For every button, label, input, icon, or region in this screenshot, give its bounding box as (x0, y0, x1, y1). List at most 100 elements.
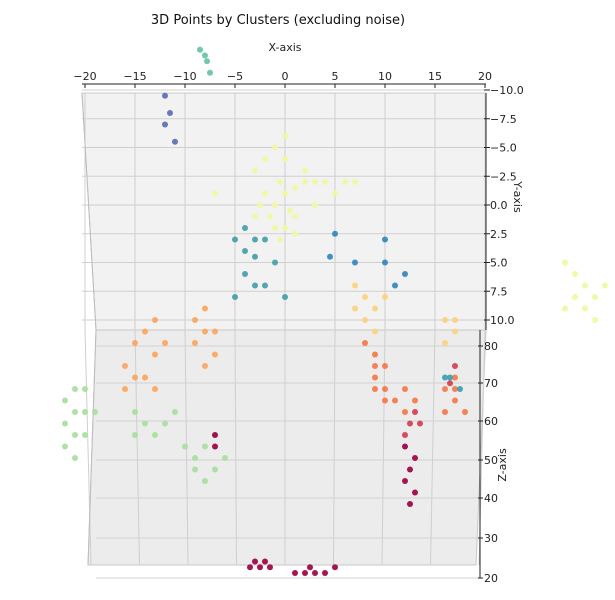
data-point-light-yellow-center (322, 179, 328, 185)
data-point-teal-mid (252, 253, 258, 260)
y-tick-label: 5.0 (490, 257, 508, 270)
data-point-teal-mid (242, 225, 248, 231)
grid-line-x-lower (234, 329, 237, 566)
y-tick-label: −2.5 (490, 170, 517, 183)
pane-edge-left-lower (87, 329, 97, 566)
data-point-light-green-mid (202, 478, 208, 484)
data-point-light-yellow-center (282, 190, 288, 197)
data-point-light-orange (372, 305, 378, 312)
data-point-crimson (307, 564, 313, 571)
data-point-teal-top (204, 58, 210, 65)
data-point-light-yellow-center (302, 167, 308, 174)
x-tick-label: 20 (478, 70, 492, 83)
data-point-light-orange (362, 294, 368, 300)
data-point-light-green-mid (142, 420, 148, 427)
data-point-light-yellow-right (562, 305, 568, 312)
data-point-red-right (402, 432, 408, 438)
data-point-light-yellow-right (582, 282, 588, 289)
grid-line-x-lower (333, 329, 336, 566)
data-point-crimson (412, 455, 418, 461)
data-point-light-green-left (92, 409, 98, 415)
data-point-light-yellow-right (562, 259, 568, 266)
data-point-orange-left (142, 374, 148, 381)
axes (82, 83, 487, 578)
data-point-blue-right (327, 253, 333, 260)
data-point-dark-blue (167, 110, 173, 116)
data-point-crimson (402, 443, 408, 450)
data-point-orange-right (382, 386, 388, 392)
data-point-light-green-mid (192, 455, 198, 461)
data-point-dark-blue (162, 92, 168, 99)
data-point-teal-mid (242, 271, 248, 277)
data-point-teal-mid (272, 259, 278, 266)
grid-line-x-lower (430, 329, 436, 566)
data-point-orange-right (452, 397, 458, 404)
scatter-points (62, 46, 608, 576)
data-point-orange-left (122, 363, 128, 369)
data-point-orange-left (202, 363, 208, 369)
grid-line-x-lower (134, 329, 140, 566)
data-point-orange-right (372, 363, 378, 369)
data-point-teal-right (442, 374, 448, 381)
data-point-light-green-left (72, 455, 78, 461)
data-point-teal-right (447, 374, 453, 381)
y-axis-label: Y-axis (511, 180, 524, 213)
data-point-light-orange (352, 305, 358, 312)
grid-lines (81, 89, 486, 579)
data-point-red-right (452, 363, 458, 369)
data-point-orange-right (402, 386, 408, 392)
data-point-light-yellow-center (302, 179, 308, 185)
data-point-orange-right (362, 340, 368, 346)
data-point-light-green-left (72, 386, 78, 392)
data-point-light-yellow-center (332, 190, 338, 197)
data-point-orange-left (192, 340, 198, 346)
data-point-light-yellow-center (267, 213, 273, 220)
x-tick-label: 5 (332, 70, 339, 83)
data-point-light-green-mid (182, 443, 188, 450)
data-point-teal-mid (232, 236, 238, 243)
data-point-light-yellow-center (292, 184, 298, 191)
data-point-light-yellow-right (572, 271, 578, 277)
data-point-red-right (407, 420, 413, 427)
y-tick-label: −7.5 (490, 113, 517, 126)
data-point-crimson (267, 564, 273, 571)
data-point-light-green-left (82, 386, 88, 392)
x-tick-label: 10 (378, 70, 392, 83)
data-point-crimson (247, 564, 253, 571)
data-point-light-yellow-right (582, 305, 588, 312)
data-point-light-yellow-center (257, 202, 263, 208)
data-point-crimson (257, 564, 263, 571)
data-point-orange-right (372, 386, 378, 392)
x-tick-label: −10 (173, 70, 196, 83)
data-point-light-orange (452, 317, 458, 323)
data-point-light-yellow-center (282, 225, 288, 231)
data-point-orange-left (162, 340, 168, 346)
data-point-teal-right (457, 386, 463, 392)
y-tick-label: 7.5 (490, 285, 508, 298)
data-point-light-yellow-center (212, 190, 218, 197)
z-tick-label: 60 (484, 415, 498, 428)
z-tick-label: 30 (484, 532, 498, 545)
data-point-blue-right (402, 271, 408, 277)
y-tick-label: 2.5 (490, 228, 508, 241)
data-point-light-yellow-center (252, 167, 258, 174)
data-point-teal-mid (252, 282, 258, 289)
data-point-blue-right (382, 259, 388, 266)
data-point-light-orange (442, 340, 448, 346)
data-point-orange-right (452, 374, 458, 381)
x-tick-label: −15 (123, 70, 146, 83)
data-point-light-yellow-right (572, 294, 578, 300)
data-point-crimson (302, 570, 308, 576)
data-point-blue-right (382, 236, 388, 243)
data-point-teal-mid (252, 236, 258, 243)
data-point-light-yellow-center (282, 156, 288, 162)
data-point-orange-left (152, 386, 158, 392)
data-point-light-yellow-center (292, 230, 298, 237)
data-point-light-green-left (82, 432, 88, 438)
data-point-light-yellow-right (602, 282, 608, 289)
data-point-orange-left (142, 328, 148, 335)
data-point-teal-top (202, 52, 208, 59)
data-point-orange-right (442, 386, 448, 392)
data-point-crimson (262, 558, 268, 565)
